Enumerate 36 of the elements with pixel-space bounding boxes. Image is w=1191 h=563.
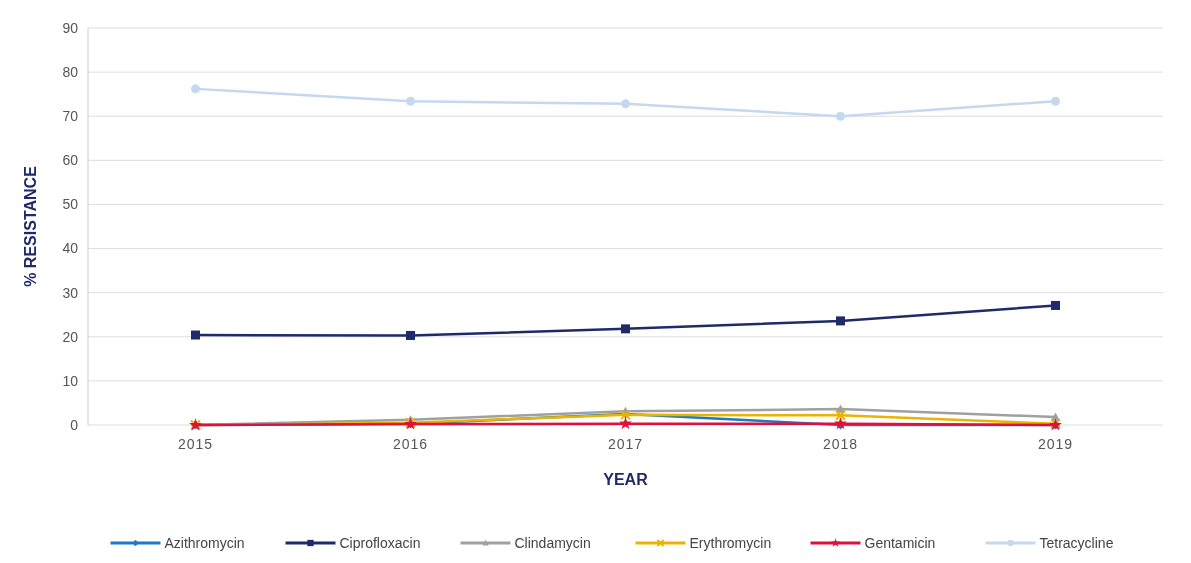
y-tick-label: 50 — [62, 196, 79, 213]
y-tick-label: 90 — [62, 19, 79, 36]
legend-label: Azithromycin — [164, 534, 245, 551]
point — [621, 99, 630, 109]
legend-label: Tetracycline — [1039, 534, 1114, 551]
y-tick-label: 40 — [62, 240, 79, 257]
y-tick-label: 30 — [62, 284, 79, 301]
point — [834, 416, 847, 430]
y-tick-label: 0 — [70, 416, 79, 433]
y-axis-title: % RESISTANCE — [22, 165, 39, 287]
y-tick-label: 20 — [62, 328, 79, 345]
point — [835, 409, 846, 421]
legend-label: Gentamicin — [864, 534, 936, 551]
x-tick-label: 2017 — [607, 436, 644, 452]
x-tick-label: 2015 — [177, 436, 214, 452]
legend-label: Erythromycin — [689, 534, 772, 551]
legend-label: Clindamycin — [514, 534, 591, 551]
x-tick-label: 2018 — [822, 436, 859, 452]
point — [406, 330, 415, 340]
point — [191, 84, 200, 94]
y-tick-label: 80 — [62, 64, 79, 81]
point — [1051, 300, 1060, 310]
y-tick-label: 70 — [62, 108, 79, 125]
point — [621, 324, 630, 334]
point — [1051, 96, 1060, 106]
point — [836, 111, 845, 121]
point — [619, 416, 632, 430]
x-tick-label: 2019 — [1037, 436, 1074, 452]
legend-label: Ciprofloxacin — [339, 534, 421, 551]
x-axis-title: YEAR — [603, 471, 649, 488]
x-tick-label: 2016 — [392, 436, 429, 452]
point — [406, 96, 415, 106]
y-tick-label: 60 — [62, 152, 79, 169]
point — [191, 330, 200, 340]
point — [836, 316, 845, 326]
y-tick-label: 10 — [62, 372, 79, 389]
